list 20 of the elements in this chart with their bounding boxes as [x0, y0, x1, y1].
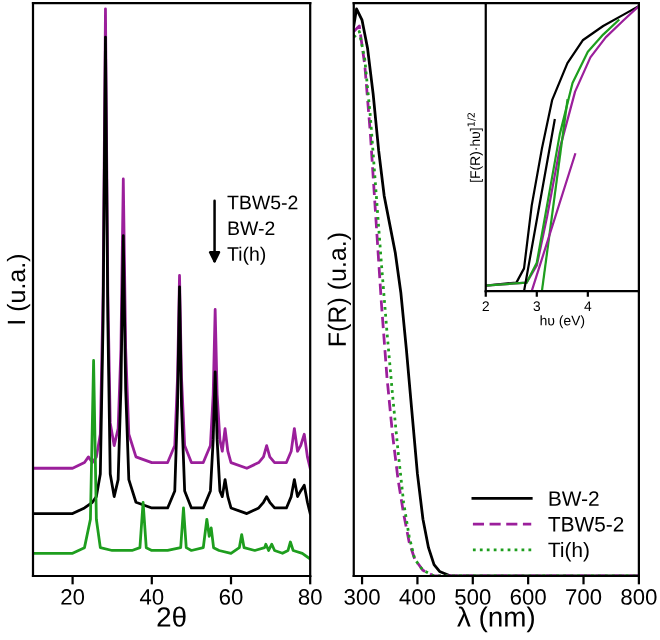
x-tick-label: 20 — [61, 589, 85, 605]
legend-label: TBW5-2 — [548, 516, 624, 532]
x-tick-label: 500 — [455, 589, 491, 605]
annotation: BW-2 — [228, 221, 275, 235]
x-tick-label: 60 — [219, 589, 243, 605]
x-tick-label: 400 — [399, 589, 436, 605]
x-axis-title: 2θ — [157, 606, 186, 627]
x-axis-title: λ (nm) — [457, 606, 534, 633]
annotation: Ti(h) — [227, 246, 266, 265]
x-tick-label: 40 — [139, 589, 164, 605]
legend-label: Ti(h) — [548, 542, 589, 562]
y-axis-title: F(R) (u.a.) — [327, 233, 351, 346]
x-tick-label: 600 — [510, 589, 546, 605]
x-tick-label: 800 — [621, 589, 657, 605]
x-tick-label: 300 — [344, 589, 380, 605]
x-tick-label: 80 — [298, 589, 322, 605]
legend-label: BW-2 — [549, 491, 599, 506]
y-axis-title: I (u.a.) — [6, 255, 31, 324]
x-tick-label: 700 — [566, 589, 602, 605]
annotation: TBW5-2 — [227, 195, 298, 210]
